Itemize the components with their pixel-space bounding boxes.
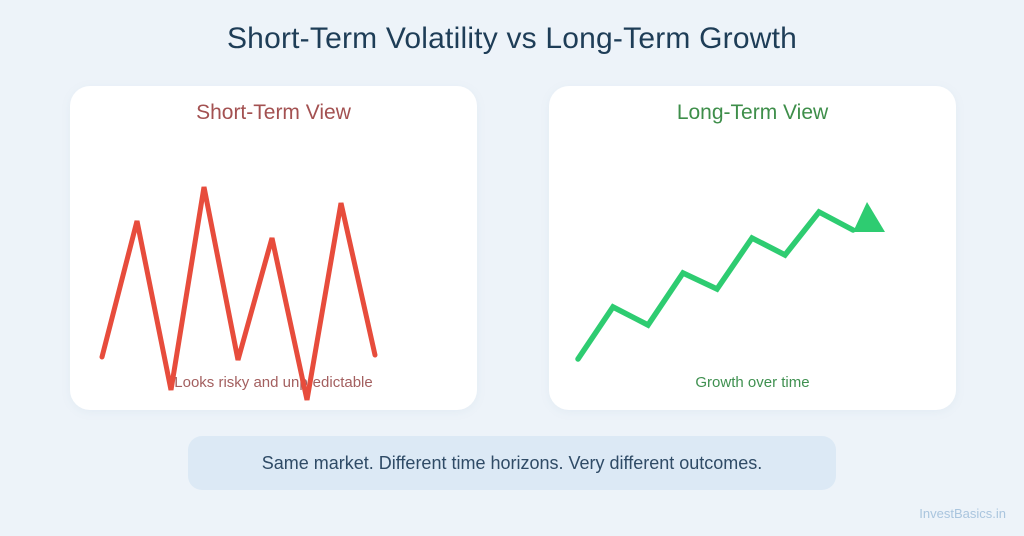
short-term-volatility-chart xyxy=(99,186,378,401)
long-term-card: Long-Term View Growth over time xyxy=(549,86,956,410)
long-term-card-title: Long-Term View xyxy=(676,101,829,124)
short-term-card-title: Short-Term View xyxy=(196,101,351,124)
long-term-growth-chart xyxy=(575,202,885,362)
summary-banner: Same market. Different time horizons. Ve… xyxy=(188,436,836,490)
short-term-caption: Looks risky and unpredictable xyxy=(174,374,373,391)
long-term-caption: Growth over time xyxy=(695,374,810,391)
short-term-card: Short-Term View Looks risky and unpredic… xyxy=(70,86,477,410)
page-title: Short-Term Volatility vs Long-Term Growt… xyxy=(226,22,798,55)
growth-trend-line xyxy=(575,208,856,362)
watermark: InvestBasics.in xyxy=(919,506,1006,521)
volatile-zigzag-line xyxy=(99,186,378,401)
summary-text: Same market. Different time horizons. Ve… xyxy=(261,452,763,473)
up-arrow-icon xyxy=(853,202,885,232)
cards-row: Short-Term View Looks risky and unpredic… xyxy=(70,86,956,410)
